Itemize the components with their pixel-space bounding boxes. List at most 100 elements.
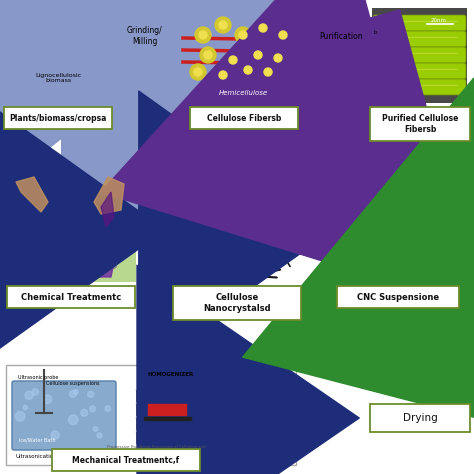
Circle shape (270, 50, 286, 66)
Text: Cellulose suspensions: Cellulose suspensions (46, 381, 100, 385)
Circle shape (219, 71, 227, 79)
Polygon shape (28, 262, 114, 277)
Circle shape (260, 64, 276, 80)
Text: HOMOGENIZER: HOMOGENIZER (148, 373, 194, 377)
Circle shape (43, 395, 52, 403)
Text: Hemicellulose: Hemicellulose (219, 90, 267, 96)
FancyBboxPatch shape (370, 107, 470, 141)
Circle shape (215, 67, 231, 83)
Circle shape (229, 56, 237, 64)
Text: Mechanical Treatmentc,f: Mechanical Treatmentc,f (73, 456, 180, 465)
Circle shape (90, 406, 96, 412)
Circle shape (244, 66, 252, 74)
Polygon shape (16, 177, 48, 212)
Polygon shape (94, 177, 124, 214)
FancyBboxPatch shape (136, 418, 196, 429)
Circle shape (279, 31, 287, 39)
Polygon shape (183, 19, 303, 31)
Polygon shape (101, 192, 114, 227)
FancyBboxPatch shape (373, 79, 466, 95)
Circle shape (70, 391, 76, 397)
Polygon shape (183, 34, 303, 46)
Circle shape (190, 64, 206, 80)
Text: Lignocellulosic
biomass: Lignocellulosic biomass (35, 73, 81, 83)
FancyBboxPatch shape (6, 172, 136, 282)
FancyBboxPatch shape (6, 365, 296, 465)
Text: Grinding/
Milling: Grinding/ Milling (127, 26, 163, 46)
Circle shape (259, 24, 267, 32)
Circle shape (225, 52, 241, 68)
Circle shape (88, 391, 94, 397)
Circle shape (73, 390, 78, 394)
Circle shape (255, 20, 271, 36)
Circle shape (275, 27, 291, 43)
FancyBboxPatch shape (136, 390, 196, 401)
Polygon shape (183, 74, 303, 88)
FancyBboxPatch shape (359, 219, 417, 246)
Polygon shape (352, 207, 446, 272)
Circle shape (240, 62, 256, 78)
Text: Ultrasonic probe: Ultrasonic probe (18, 374, 58, 380)
Circle shape (51, 431, 59, 439)
Circle shape (93, 427, 98, 431)
Text: b: b (374, 29, 377, 35)
Text: Purified Cellulose
Fibersb: Purified Cellulose Fibersb (382, 114, 458, 134)
Circle shape (200, 47, 216, 63)
FancyBboxPatch shape (52, 449, 200, 471)
Circle shape (81, 410, 88, 416)
Polygon shape (148, 404, 186, 415)
Circle shape (68, 415, 78, 425)
Text: CNC Suspensione: CNC Suspensione (357, 292, 439, 301)
Polygon shape (183, 62, 303, 75)
FancyBboxPatch shape (373, 31, 466, 47)
FancyBboxPatch shape (178, 8, 308, 103)
Circle shape (97, 433, 102, 438)
Text: Progressive Handbook Processing of Cellulose and
Chipremes, AET 1:8-2012 208-300: Progressive Handbook Processing of Cellu… (107, 445, 205, 453)
FancyBboxPatch shape (373, 47, 466, 63)
FancyBboxPatch shape (190, 107, 298, 129)
Circle shape (194, 68, 202, 76)
Circle shape (199, 31, 207, 39)
Circle shape (250, 47, 266, 63)
FancyBboxPatch shape (338, 172, 460, 282)
Polygon shape (350, 182, 448, 274)
Text: Plants/biomass/cropsa: Plants/biomass/cropsa (9, 113, 107, 122)
Circle shape (105, 406, 110, 411)
Text: Purification: Purification (319, 31, 363, 40)
Circle shape (32, 389, 38, 395)
Circle shape (25, 391, 33, 400)
FancyBboxPatch shape (372, 8, 467, 103)
FancyBboxPatch shape (370, 404, 470, 432)
Circle shape (15, 411, 25, 421)
Circle shape (274, 54, 282, 62)
Text: 20nm: 20nm (431, 18, 447, 22)
Circle shape (264, 68, 272, 76)
FancyBboxPatch shape (173, 286, 301, 320)
Circle shape (204, 51, 212, 59)
Polygon shape (144, 417, 191, 420)
FancyBboxPatch shape (12, 381, 116, 450)
Text: Ultrasonication: Ultrasonication (16, 455, 58, 459)
Circle shape (195, 27, 211, 43)
FancyBboxPatch shape (337, 286, 459, 308)
Circle shape (215, 17, 231, 33)
Text: Cellulose
Nanocrystalsd: Cellulose Nanocrystalsd (203, 293, 271, 313)
FancyBboxPatch shape (4, 4, 112, 99)
Polygon shape (26, 187, 116, 277)
Text: Ice/Water Bath: Ice/Water Bath (19, 438, 55, 443)
FancyBboxPatch shape (136, 404, 196, 415)
FancyBboxPatch shape (4, 107, 112, 129)
FancyBboxPatch shape (373, 63, 466, 79)
Text: Cellulose Fibersb: Cellulose Fibersb (207, 113, 281, 122)
Circle shape (25, 22, 81, 78)
Circle shape (23, 405, 27, 410)
Circle shape (235, 27, 251, 43)
Circle shape (254, 51, 262, 59)
Polygon shape (183, 49, 303, 62)
Circle shape (239, 31, 247, 39)
FancyBboxPatch shape (136, 432, 196, 443)
Text: Drying: Drying (402, 413, 438, 423)
FancyBboxPatch shape (373, 15, 466, 31)
FancyBboxPatch shape (7, 286, 135, 308)
Circle shape (219, 21, 227, 29)
